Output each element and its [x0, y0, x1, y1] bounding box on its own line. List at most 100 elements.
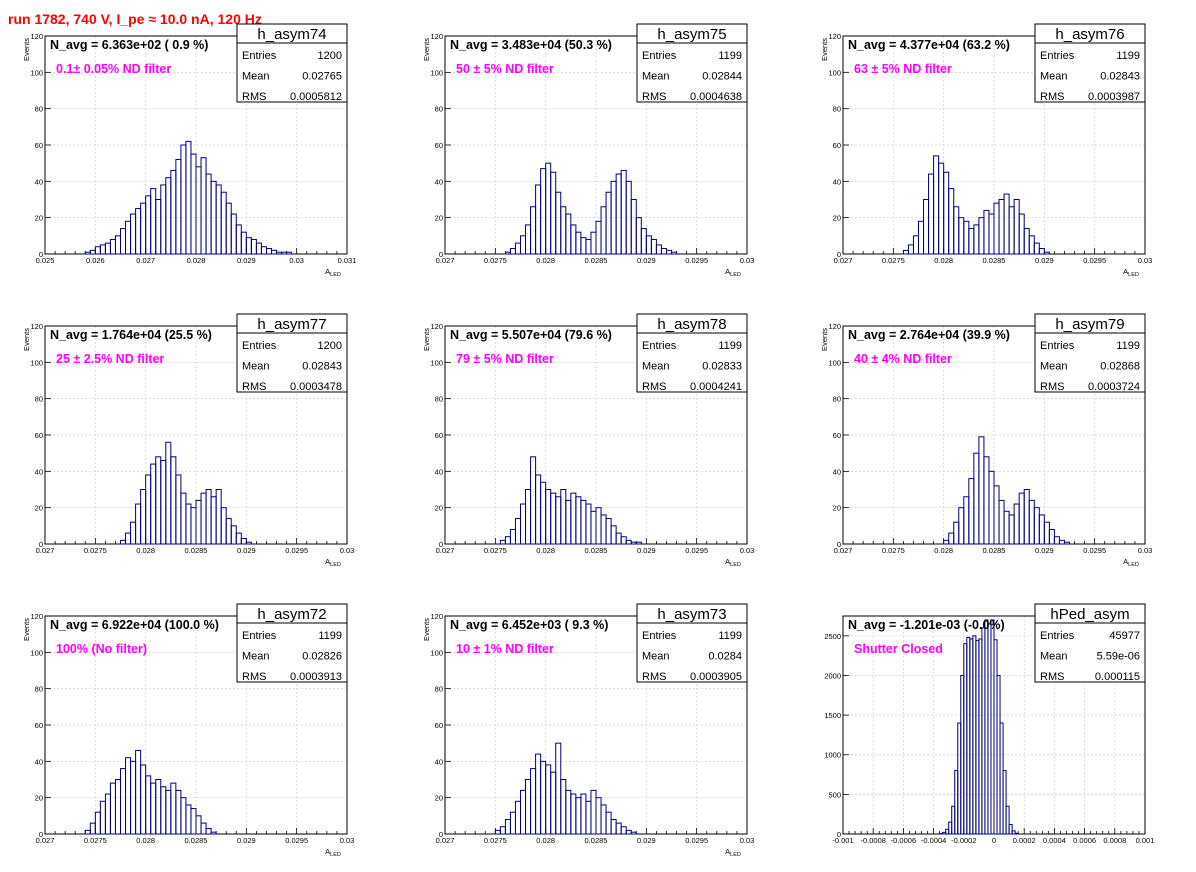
x-axis-label: ALED: [325, 847, 341, 858]
stats-value: 1199: [718, 630, 742, 642]
histogram-bin: [250, 238, 257, 255]
x-tick-label: 0.0006: [1073, 836, 1096, 845]
histogram-bin: [630, 199, 637, 255]
histogram-bin: [560, 489, 567, 545]
histogram-bin: [504, 818, 511, 835]
x-tick-label: 0.028: [536, 546, 555, 555]
x-tick-label: 0.03: [1138, 256, 1153, 265]
x-tick-label: 0.0295: [285, 836, 308, 845]
y-tick-label: 120: [828, 322, 841, 331]
stats-value: 0.02843: [302, 361, 342, 373]
y-axis-label: Events: [820, 328, 829, 351]
histogram-bin: [540, 481, 547, 545]
x-tick-label: 0.028: [536, 256, 555, 265]
y-tick-label: 60: [35, 721, 43, 730]
histogram-bin: [650, 238, 657, 255]
x-axis-label: ALED: [1123, 267, 1139, 278]
stats-key: RMS: [242, 91, 266, 103]
navg-label: N_avg = 3.483e+04 (50.3 %): [450, 38, 612, 52]
histogram-bin: [978, 217, 985, 255]
histogram-bin: [575, 496, 582, 545]
y-tick-label: 80: [435, 395, 443, 404]
histogram-bin: [210, 831, 217, 835]
histogram-panel-h_asym77: 0.027 0.0275 0.028 0.0285 0.029 0.0295 0.03 0 20…: [22, 313, 355, 568]
x-tick-label: 0.03: [340, 546, 355, 555]
histogram-bin: [1038, 248, 1045, 255]
histogram-bin: [590, 789, 597, 835]
histogram-bin: [630, 541, 637, 545]
x-tick-label: 0.0285: [585, 546, 608, 555]
x-tick-label: 0.0285: [585, 256, 608, 265]
stats-value: 1199: [318, 630, 342, 642]
histogram-panel-h_asym79: 0.027 0.0275 0.028 0.0285 0.029 0.0295 0.03 0 20…: [820, 313, 1153, 568]
histogram-bin: [973, 452, 980, 545]
histogram-bin: [550, 771, 557, 835]
stats-value: 0.02833: [702, 361, 742, 373]
histogram-bin: [595, 220, 602, 255]
histogram-bin: [170, 169, 177, 255]
y-tick-label: 120: [430, 32, 443, 41]
histogram-bin: [185, 804, 192, 835]
histogram-bin: [655, 244, 662, 255]
histogram-bin: [99, 800, 106, 835]
histogram-bin: [570, 793, 577, 835]
histogram-bin: [968, 478, 975, 545]
x-axis-label-subscript: LED: [1128, 562, 1139, 568]
y-tick-label: 40: [435, 177, 443, 186]
y-tick-label: 60: [833, 431, 841, 440]
histogram-bin: [514, 242, 522, 255]
histogram-bin: [281, 251, 288, 255]
histogram-bin: [245, 237, 252, 255]
x-tick-label: 0.03: [1138, 546, 1153, 555]
filter-label: 40 ± 4% ND filter: [854, 352, 952, 366]
stats-box: [636, 603, 748, 683]
histogram-bin: [200, 157, 207, 255]
stats-box: [236, 23, 348, 103]
x-tick-label: 0.001: [1136, 836, 1155, 845]
histogram-bin: [145, 775, 152, 835]
y-tick-label: 20: [35, 504, 43, 513]
histogram-bin: [220, 507, 227, 545]
histogram-bin: [155, 779, 162, 835]
y-tick-label: 0: [39, 540, 43, 549]
x-tick-label: 0.0295: [685, 546, 708, 555]
stats-key: Mean: [642, 71, 670, 83]
histogram-bin: [1005, 805, 1010, 835]
x-tick-label: 0.03: [740, 836, 755, 845]
y-tick-label: 80: [35, 105, 43, 114]
histogram-bin: [205, 828, 212, 835]
histogram-bin: [600, 206, 607, 255]
x-axis-label: ALED: [325, 557, 341, 568]
x-tick-label: 0: [992, 836, 996, 845]
histogram-bin: [923, 199, 930, 255]
histogram-bin: [271, 249, 278, 255]
x-tick-label: 0.025: [36, 256, 55, 265]
x-tick-label: -0.0006: [891, 836, 916, 845]
histogram-bin: [545, 489, 552, 545]
stats-key: Mean: [1040, 651, 1068, 663]
x-tick-label: 0.03: [740, 256, 755, 265]
histogram-bin: [185, 503, 192, 545]
filter-label: Shutter Closed: [854, 642, 943, 656]
histogram-bin: [200, 492, 207, 545]
histogram-bin: [276, 251, 283, 255]
histogram-bin: [988, 213, 995, 255]
histogram-bin: [928, 173, 935, 255]
y-axis-label: Events: [22, 328, 31, 351]
histogram-bin: [605, 518, 612, 545]
histogram-bin: [1043, 521, 1050, 545]
x-tick-label: 0.0275: [84, 836, 107, 845]
stats-box: [236, 603, 348, 683]
histogram-bin: [205, 489, 212, 545]
histogram-bin: [555, 496, 562, 545]
y-tick-label: 80: [833, 395, 841, 404]
x-tick-label: 0.029: [1035, 256, 1054, 265]
y-tick-label: 100: [30, 648, 43, 657]
histogram-bin: [94, 246, 101, 255]
histogram-bin: [645, 235, 652, 255]
y-tick-label: 0: [837, 250, 841, 259]
histogram-bin: [600, 804, 607, 835]
y-tick-label: 0: [837, 830, 841, 839]
stats-value: 1199: [1116, 50, 1140, 62]
stats-key: RMS: [642, 671, 666, 683]
